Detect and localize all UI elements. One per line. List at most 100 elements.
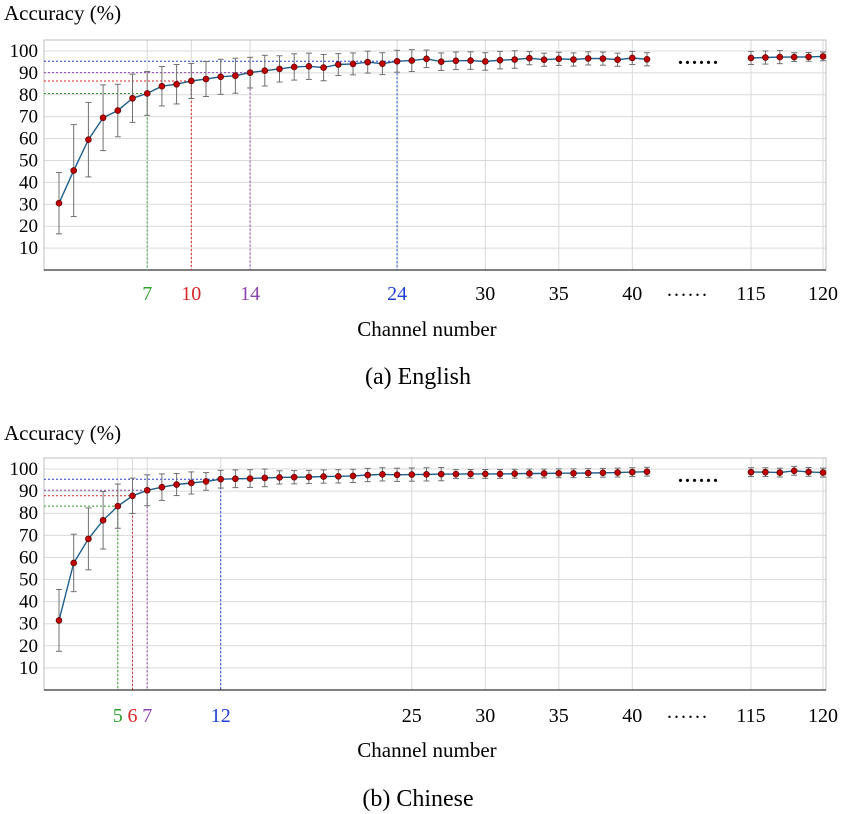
data-point bbox=[305, 473, 313, 481]
data-point bbox=[320, 473, 327, 480]
data-point bbox=[261, 474, 269, 482]
x-tick-label: 10 bbox=[181, 283, 201, 305]
y-tick-label: 30 bbox=[19, 194, 38, 215]
x-tick-label: 40 bbox=[622, 705, 642, 727]
data-point bbox=[158, 483, 166, 491]
x-tick-label: 24 bbox=[387, 283, 407, 305]
x-axis-title: Channel number bbox=[357, 317, 496, 341]
data-point bbox=[584, 55, 592, 62]
data-point bbox=[246, 69, 254, 76]
data-point bbox=[393, 57, 401, 65]
data-point bbox=[467, 57, 474, 64]
data-point bbox=[437, 470, 445, 478]
panel-caption: (b) Chinese bbox=[362, 786, 473, 812]
data-point bbox=[467, 470, 474, 478]
y-tick-label: 30 bbox=[19, 614, 38, 635]
data-point bbox=[805, 53, 812, 61]
data-point bbox=[290, 473, 298, 481]
x-tick-label: 120 bbox=[808, 283, 838, 305]
data-point bbox=[158, 82, 166, 90]
data-point bbox=[540, 470, 548, 477]
x-tick-label: 30 bbox=[475, 705, 495, 727]
data-point bbox=[305, 62, 313, 70]
x-tick-label: 115 bbox=[736, 283, 765, 305]
x-tick-label: 35 bbox=[549, 283, 569, 305]
y-tick-label: 50 bbox=[19, 570, 38, 591]
x-tick-label: 7 bbox=[142, 705, 152, 727]
data-point bbox=[217, 475, 224, 483]
panel-caption: (a) English bbox=[365, 364, 471, 390]
data-point bbox=[55, 617, 63, 624]
data-point bbox=[320, 64, 327, 71]
data-point bbox=[496, 470, 504, 478]
data-point bbox=[129, 94, 136, 102]
data-point bbox=[423, 55, 430, 63]
data-point bbox=[217, 73, 224, 81]
data-point bbox=[511, 56, 519, 63]
data-point bbox=[599, 469, 607, 477]
data-point bbox=[790, 467, 798, 475]
data-point bbox=[114, 107, 122, 114]
data-point bbox=[511, 470, 519, 477]
data-point bbox=[379, 471, 386, 478]
data-point bbox=[99, 114, 107, 122]
data-point bbox=[393, 471, 401, 479]
data-point bbox=[776, 53, 784, 61]
data-point bbox=[437, 58, 445, 65]
y-tick-label: 60 bbox=[19, 129, 38, 150]
data-point bbox=[570, 469, 577, 477]
y-tick-label: 70 bbox=[19, 525, 38, 546]
x-tick-label: 6 bbox=[128, 705, 138, 727]
y-tick-label: 80 bbox=[19, 503, 38, 524]
axis-break-marker: ...... bbox=[667, 279, 709, 301]
axis-break-marker: ...... bbox=[667, 701, 709, 723]
data-point bbox=[628, 54, 636, 62]
y-tick-label: 90 bbox=[19, 63, 38, 84]
data-point bbox=[349, 60, 357, 68]
data-point bbox=[643, 55, 651, 63]
series-line bbox=[750, 55, 824, 59]
x-tick-label: 14 bbox=[240, 283, 260, 305]
x-axis-title: Channel number bbox=[357, 738, 496, 762]
data-point bbox=[526, 54, 533, 62]
x-tick-label: 25 bbox=[402, 705, 422, 727]
axis-break-marker: ...... bbox=[678, 47, 720, 69]
data-point bbox=[70, 167, 77, 174]
data-point bbox=[776, 469, 784, 476]
data-point bbox=[85, 136, 92, 143]
data-point bbox=[290, 63, 298, 71]
data-point bbox=[143, 90, 151, 97]
plot-frame bbox=[43, 457, 827, 691]
y-tick-label: 100 bbox=[10, 459, 39, 480]
data-point bbox=[232, 475, 239, 483]
data-point bbox=[819, 53, 827, 60]
data-point bbox=[643, 468, 651, 475]
series-line bbox=[751, 470, 824, 474]
data-point bbox=[819, 469, 827, 476]
y-tick-label: 10 bbox=[19, 658, 38, 679]
x-tick-label: 40 bbox=[622, 283, 642, 305]
y-tick-label: 40 bbox=[19, 172, 38, 193]
data-point bbox=[555, 469, 563, 477]
data-point bbox=[114, 502, 122, 510]
data-point bbox=[349, 472, 357, 480]
data-point bbox=[481, 470, 489, 478]
y-tick-label: 70 bbox=[19, 107, 38, 128]
data-point bbox=[496, 56, 504, 64]
data-point bbox=[173, 80, 180, 88]
data-point bbox=[85, 535, 92, 543]
x-tick-label: 115 bbox=[736, 705, 765, 727]
x-tick-label: 7 bbox=[142, 283, 152, 305]
data-point bbox=[55, 199, 63, 207]
y-tick-label: 80 bbox=[19, 85, 38, 106]
data-point bbox=[173, 481, 180, 488]
data-point bbox=[334, 473, 342, 480]
data-point bbox=[246, 475, 254, 482]
x-tick-label: 12 bbox=[211, 705, 231, 727]
y-tick-label: 20 bbox=[19, 636, 38, 657]
axis-break-marker: ...... bbox=[678, 465, 720, 487]
data-point bbox=[143, 486, 151, 494]
